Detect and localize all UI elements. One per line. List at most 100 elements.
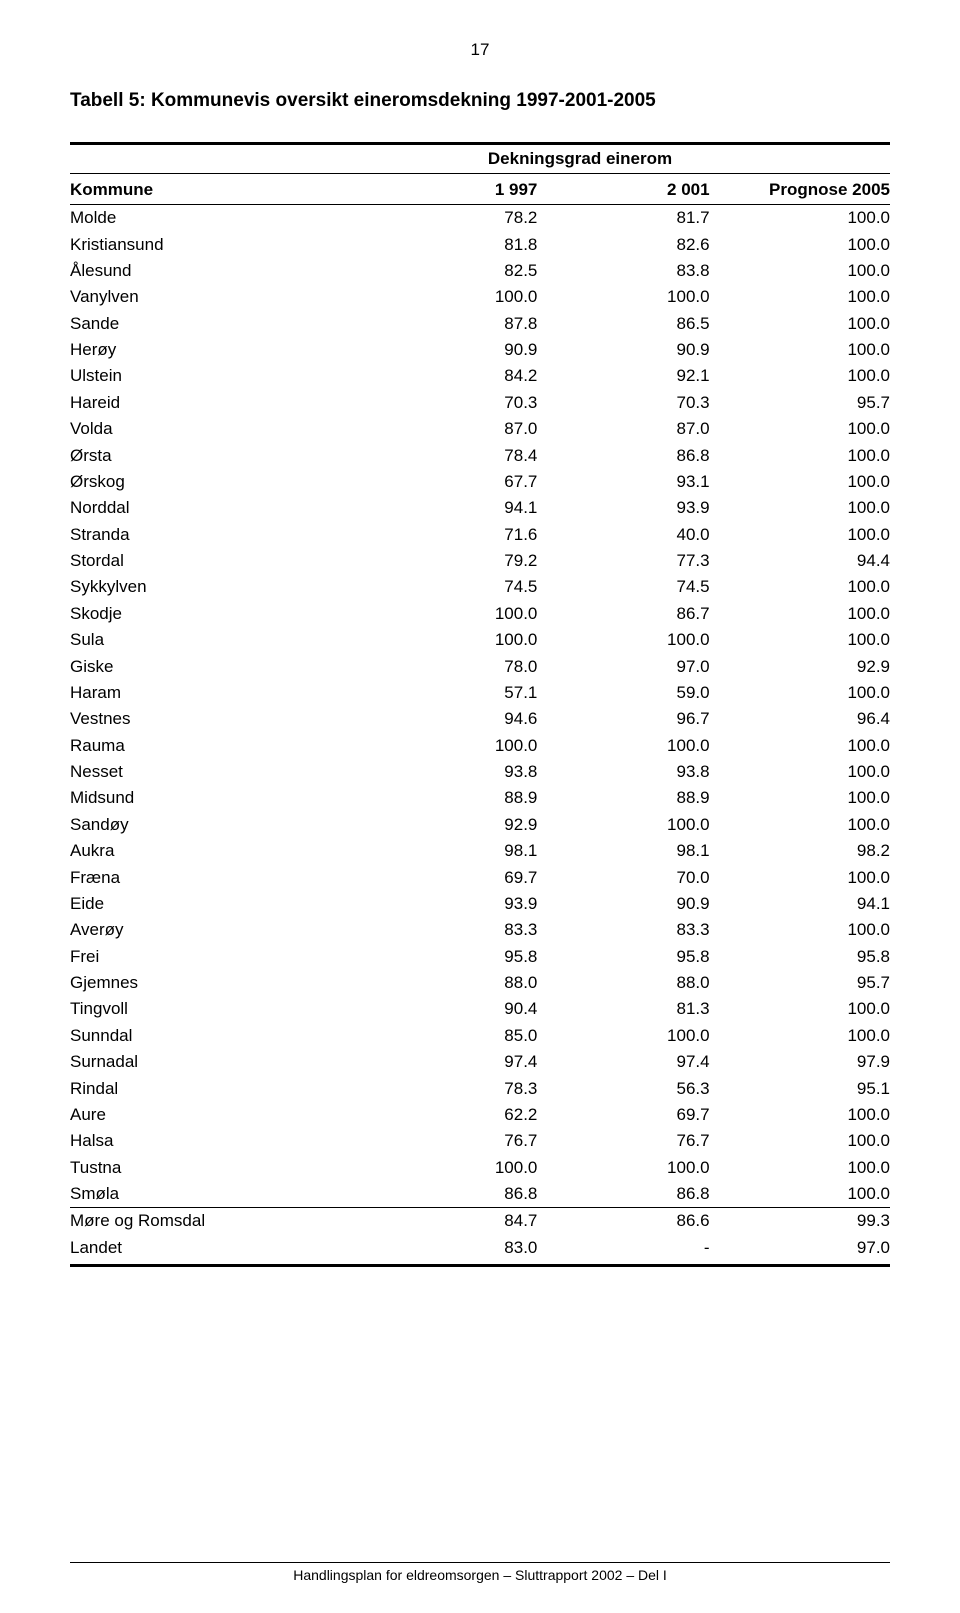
cell-prognose: 100.0 (710, 733, 890, 759)
cell-prognose: 100.0 (710, 601, 890, 627)
cell-2001: 100.0 (537, 1023, 709, 1049)
table-row: Fræna69.770.0100.0 (70, 864, 890, 890)
table-row: Rindal78.356.395.1 (70, 1075, 890, 1101)
cell-prognose: 94.4 (710, 548, 890, 574)
cell-name: Møre og Romsdal (70, 1208, 365, 1235)
table-row: Eide93.990.994.1 (70, 891, 890, 917)
cell-2001: 86.7 (537, 601, 709, 627)
cell-name: Midsund (70, 785, 365, 811)
cell-name: Sykkylven (70, 574, 365, 600)
cell-name: Stordal (70, 548, 365, 574)
cell-name: Fræna (70, 864, 365, 890)
cell-name: Herøy (70, 337, 365, 363)
cell-1997: 81.8 (365, 231, 537, 257)
cell-1997: 100.0 (365, 284, 537, 310)
table-row: Kristiansund81.882.6100.0 (70, 231, 890, 257)
cell-prognose: 100.0 (710, 363, 890, 389)
data-table: Kommune 1 997 2 001 Prognose 2005 Molde7… (70, 176, 890, 1267)
cell-2001: 98.1 (537, 838, 709, 864)
table-row: Ulstein84.292.1100.0 (70, 363, 890, 389)
cell-2001: 83.3 (537, 917, 709, 943)
cell-prognose: 100.0 (710, 864, 890, 890)
table-row: Molde78.281.7100.0 (70, 205, 890, 232)
cell-2001: 88.9 (537, 785, 709, 811)
cell-1997: 97.4 (365, 1049, 537, 1075)
cell-prognose: 100.0 (710, 416, 890, 442)
cell-1997: 69.7 (365, 864, 537, 890)
cell-2001: 88.0 (537, 970, 709, 996)
table-row: Stranda71.640.0100.0 (70, 522, 890, 548)
cell-prognose: 100.0 (710, 812, 890, 838)
table-row: Tingvoll90.481.3100.0 (70, 996, 890, 1022)
cell-name: Frei (70, 944, 365, 970)
table-row: Volda87.087.0100.0 (70, 416, 890, 442)
cell-1997: 78.3 (365, 1075, 537, 1101)
cell-name: Tingvoll (70, 996, 365, 1022)
cell-prognose: 100.0 (710, 1102, 890, 1128)
cell-name: Sula (70, 627, 365, 653)
cell-1997: 79.2 (365, 548, 537, 574)
table-row: Sula100.0100.0100.0 (70, 627, 890, 653)
cell-1997: 94.6 (365, 706, 537, 732)
cell-prognose: 98.2 (710, 838, 890, 864)
cell-name: Vanylven (70, 284, 365, 310)
cell-2001: 93.1 (537, 469, 709, 495)
table-header-row: Kommune 1 997 2 001 Prognose 2005 (70, 176, 890, 205)
cell-1997: 62.2 (365, 1102, 537, 1128)
cell-prognose: 100.0 (710, 785, 890, 811)
table-row: Sunndal85.0100.0100.0 (70, 1023, 890, 1049)
cell-prognose: 100.0 (710, 759, 890, 785)
cell-1997: 100.0 (365, 601, 537, 627)
cell-prognose: 100.0 (710, 1128, 890, 1154)
cell-2001: 100.0 (537, 284, 709, 310)
cell-prognose: 100.0 (710, 311, 890, 337)
table-row: Rauma100.0100.0100.0 (70, 733, 890, 759)
cell-1997: 87.0 (365, 416, 537, 442)
cell-name: Tustna (70, 1155, 365, 1181)
table-row: Sykkylven74.574.5100.0 (70, 574, 890, 600)
cell-2001: 81.3 (537, 996, 709, 1022)
cell-name: Smøla (70, 1181, 365, 1208)
table-row: Haram57.159.0100.0 (70, 680, 890, 706)
cell-2001: 40.0 (537, 522, 709, 548)
cell-name: Rauma (70, 733, 365, 759)
cell-prognose: 100.0 (710, 574, 890, 600)
cell-prognose: 100.0 (710, 284, 890, 310)
cell-name: Aure (70, 1102, 365, 1128)
cell-1997: 87.8 (365, 311, 537, 337)
cell-name: Sande (70, 311, 365, 337)
cell-prognose: 100.0 (710, 1023, 890, 1049)
cell-name: Giske (70, 653, 365, 679)
table-row: Stordal79.277.394.4 (70, 548, 890, 574)
cell-1997: 78.4 (365, 442, 537, 468)
cell-prognose: 100.0 (710, 522, 890, 548)
table-row: Herøy90.990.9100.0 (70, 337, 890, 363)
cell-1997: 88.9 (365, 785, 537, 811)
cell-name: Skodje (70, 601, 365, 627)
table-row: Surnadal97.497.497.9 (70, 1049, 890, 1075)
cell-2001: 86.5 (537, 311, 709, 337)
table-row: Tustna100.0100.0100.0 (70, 1155, 890, 1181)
cell-1997: 94.1 (365, 495, 537, 521)
cell-2001: 100.0 (537, 627, 709, 653)
cell-name: Nesset (70, 759, 365, 785)
table-row: Halsa76.776.7100.0 (70, 1128, 890, 1154)
cell-1997: 100.0 (365, 1155, 537, 1181)
table-row: Møre og Romsdal84.786.699.3 (70, 1208, 890, 1235)
cell-prognose: 95.7 (710, 390, 890, 416)
cell-name: Aukra (70, 838, 365, 864)
table-row: Landet83.0-97.0 (70, 1235, 890, 1266)
cell-prognose: 95.1 (710, 1075, 890, 1101)
cell-prognose: 92.9 (710, 653, 890, 679)
cell-2001: 77.3 (537, 548, 709, 574)
cell-prognose: 99.3 (710, 1208, 890, 1235)
cell-1997: 100.0 (365, 627, 537, 653)
cell-prognose: 100.0 (710, 996, 890, 1022)
cell-2001: 69.7 (537, 1102, 709, 1128)
cell-name: Gjemnes (70, 970, 365, 996)
cell-2001: 86.8 (537, 1181, 709, 1208)
cell-name: Ulstein (70, 363, 365, 389)
cell-prognose: 100.0 (710, 1181, 890, 1208)
cell-name: Ørsta (70, 442, 365, 468)
cell-1997: 90.4 (365, 996, 537, 1022)
